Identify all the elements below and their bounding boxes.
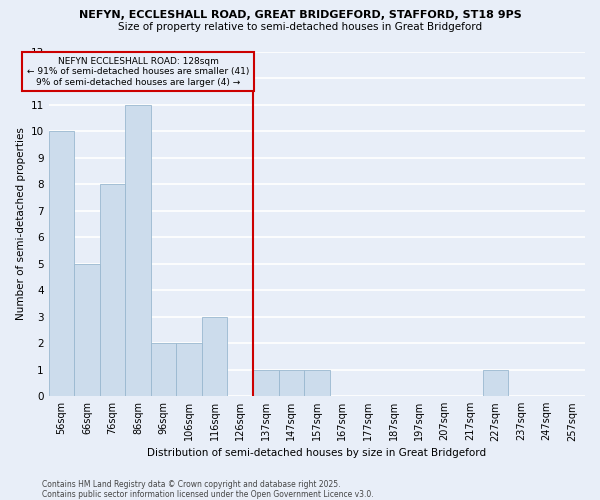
Y-axis label: Number of semi-detached properties: Number of semi-detached properties (16, 128, 26, 320)
Bar (253, 370, 278, 396)
Bar (304, 370, 329, 396)
Text: NEFYN ECCLESHALL ROAD: 128sqm
← 91% of semi-detached houses are smaller (41)
9% : NEFYN ECCLESHALL ROAD: 128sqm ← 91% of s… (27, 57, 249, 86)
X-axis label: Distribution of semi-detached houses by size in Great Bridgeford: Distribution of semi-detached houses by … (147, 448, 487, 458)
Bar (100, 184, 125, 396)
Text: Size of property relative to semi-detached houses in Great Bridgeford: Size of property relative to semi-detach… (118, 22, 482, 32)
Text: NEFYN, ECCLESHALL ROAD, GREAT BRIDGEFORD, STAFFORD, ST18 9PS: NEFYN, ECCLESHALL ROAD, GREAT BRIDGEFORD… (79, 10, 521, 20)
Bar (49, 131, 74, 396)
Bar (151, 343, 176, 396)
Bar (278, 370, 304, 396)
Bar (483, 370, 508, 396)
Bar (74, 264, 100, 396)
Bar (125, 104, 151, 396)
Text: Contains HM Land Registry data © Crown copyright and database right 2025.
Contai: Contains HM Land Registry data © Crown c… (42, 480, 374, 499)
Bar (176, 343, 202, 396)
Bar (202, 316, 227, 396)
